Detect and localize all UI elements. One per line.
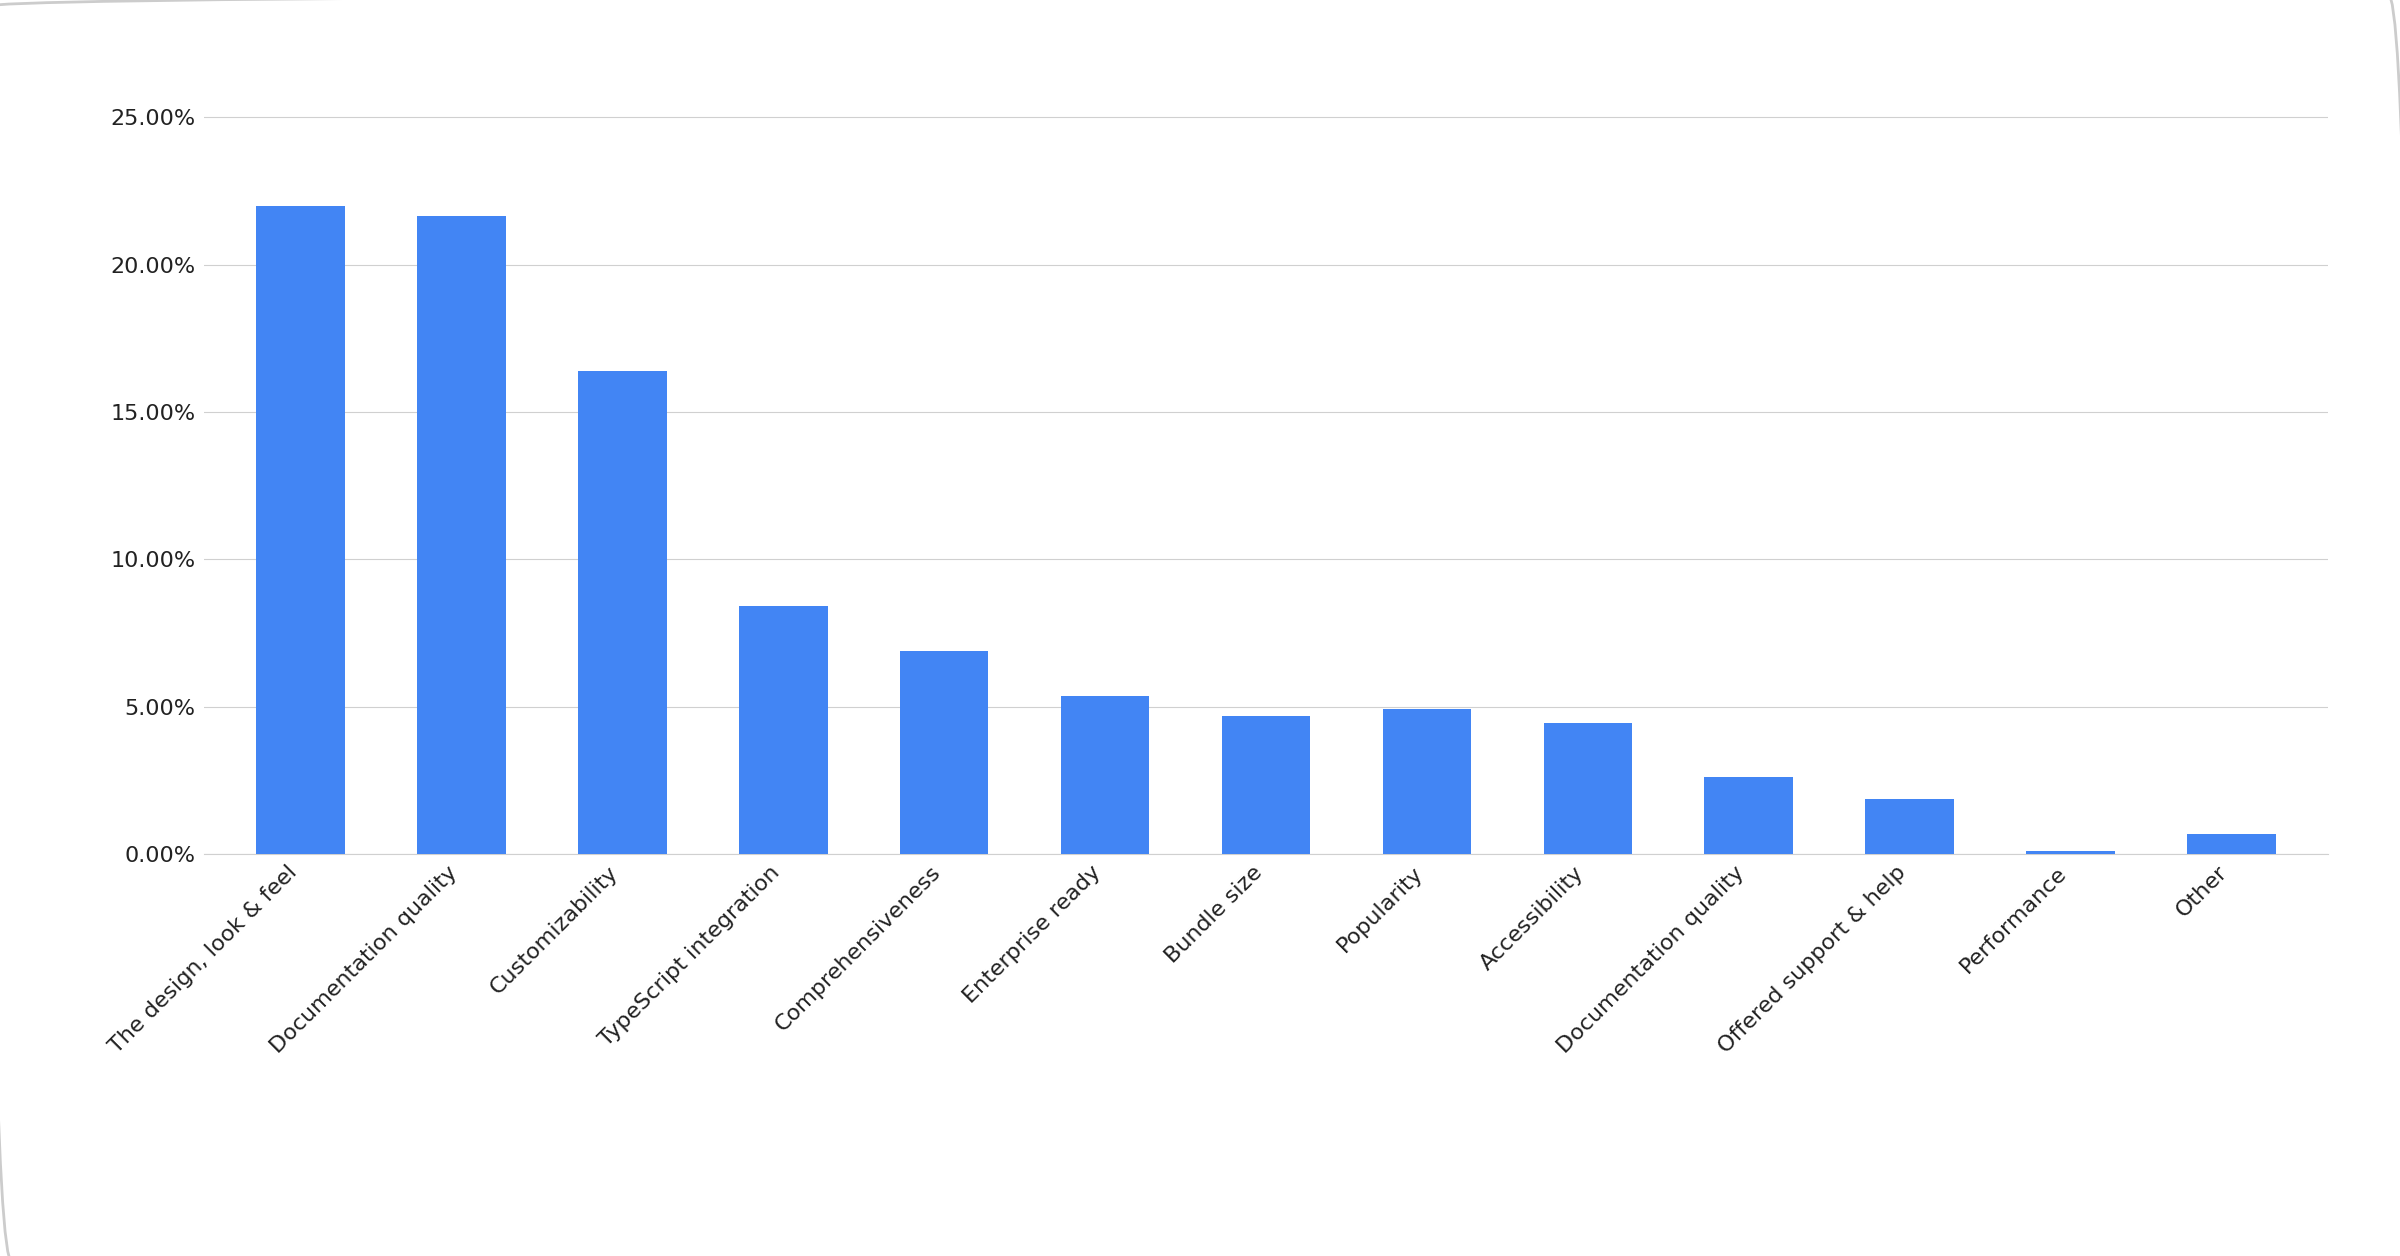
- Bar: [900, 651, 989, 854]
- Bar: [418, 216, 506, 854]
- Bar: [2186, 834, 2275, 854]
- Bar: [1543, 723, 1632, 854]
- Bar: [1222, 716, 1310, 854]
- Bar: [1704, 777, 1793, 854]
- Bar: [578, 372, 667, 854]
- Bar: [739, 605, 828, 854]
- Bar: [1061, 696, 1150, 854]
- Bar: [2026, 850, 2114, 854]
- Bar: [257, 206, 346, 854]
- Bar: [1382, 710, 1471, 854]
- Bar: [1865, 799, 1954, 854]
